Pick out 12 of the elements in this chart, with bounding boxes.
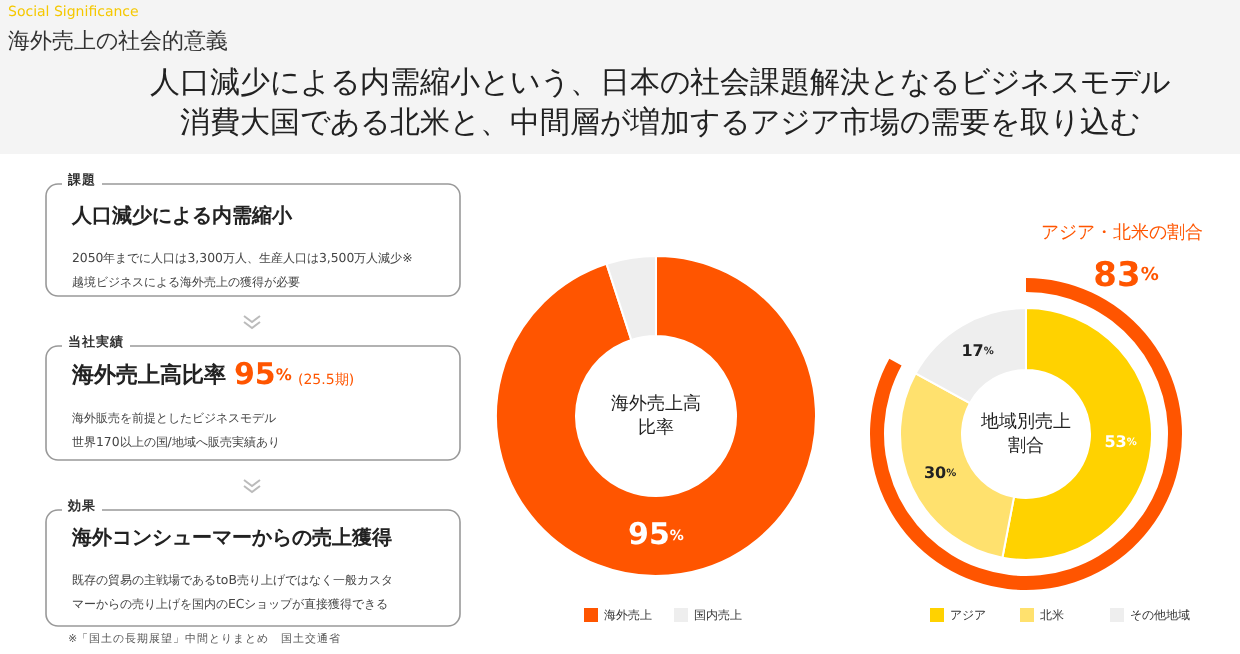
text: アジア・北米の割合 — [1041, 222, 1203, 244]
text: 83% — [1093, 255, 1159, 296]
text: 海外コンシューマーからの売上獲得 — [70, 526, 392, 550]
text: 消費大国である北米と、中間層が増加するアジア市場の需要を取り込む — [180, 104, 1140, 140]
text: 人口減少による内需縮小という、日本の社会課題解決となるビジネスモデル — [150, 64, 1170, 100]
text: 海外売上高比率 — [70, 362, 226, 388]
text: 人口減少による内需縮小 — [70, 204, 294, 228]
text: 海外売上の社会的意義 — [8, 28, 228, 54]
text: 95% — [234, 356, 292, 393]
donut-slice — [495, 255, 817, 577]
text: 地域別売上割合 — [979, 410, 1071, 457]
text: 海外売上高比率 — [611, 392, 701, 439]
